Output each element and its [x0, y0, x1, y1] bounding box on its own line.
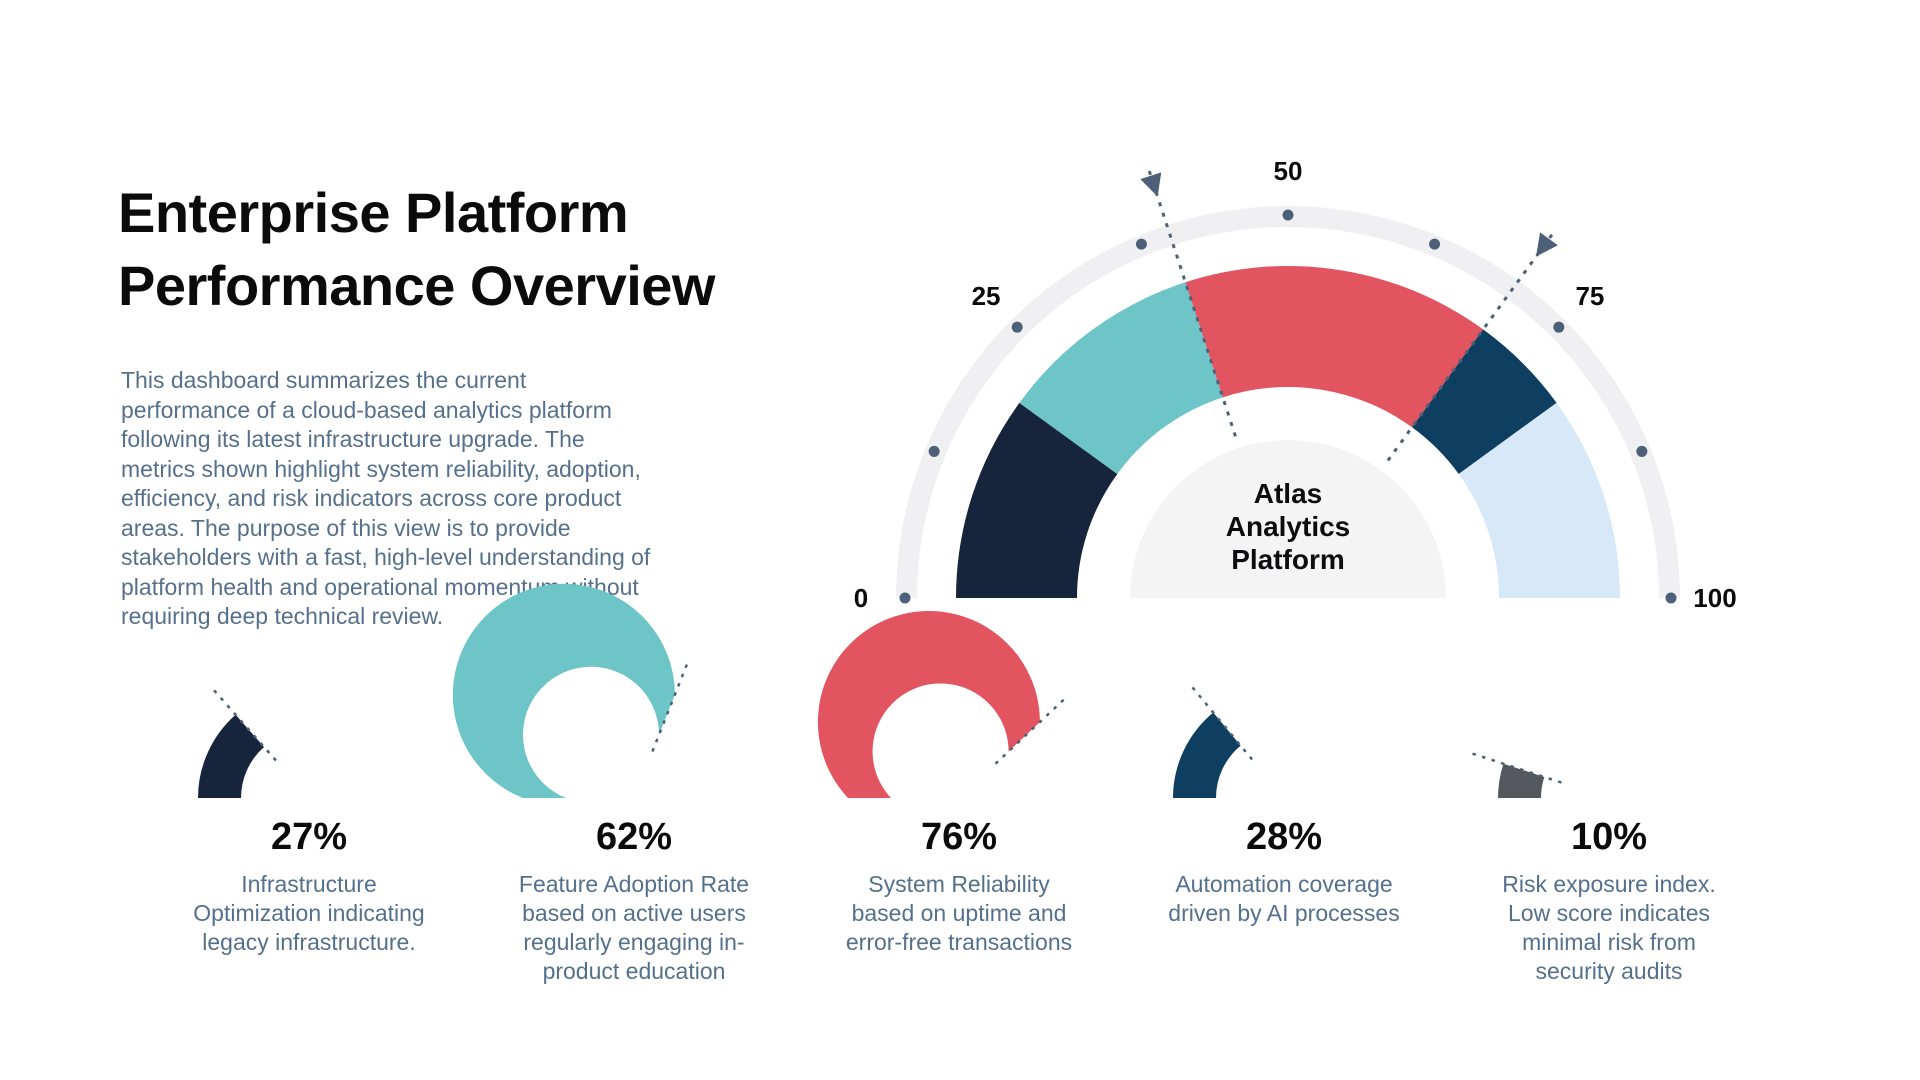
gauge-marker-line	[1146, 167, 1237, 437]
gauge-center-bubble	[1130, 440, 1446, 598]
metric-value: 76%	[920, 816, 998, 858]
mini-gauge-arc	[198, 714, 265, 798]
gauge-segment	[1412, 329, 1557, 474]
mini-gauge-arc	[1498, 763, 1545, 798]
gauge-segment	[1458, 402, 1620, 598]
mini-gauge-arc	[817, 611, 1040, 798]
mini-gauge-arc	[452, 583, 675, 798]
main-gauge-chart	[896, 167, 1680, 604]
metric-value: 28%	[1245, 816, 1323, 858]
gauge-segment	[956, 402, 1118, 598]
gauge-tick-label: 75	[1575, 281, 1605, 312]
gauge-tick-dot	[899, 592, 911, 604]
metric-value: 27%	[270, 816, 348, 858]
gauge-segment	[1019, 282, 1223, 474]
gauge-tick-dot	[1135, 238, 1147, 250]
gauge-tick-dot	[1636, 445, 1648, 457]
gauge-tick-dot	[928, 445, 940, 457]
gauge-segment	[1185, 266, 1484, 428]
metric-value: 62%	[595, 816, 673, 858]
mini-gauge-chart	[452, 583, 689, 798]
gauge-tick-label: 100	[1693, 583, 1737, 613]
gauge-tick-dot	[1282, 209, 1294, 221]
metric-description: Infrastructure Optimization indicating l…	[193, 871, 425, 955]
gauge-tick-dot	[1553, 321, 1565, 333]
gauge-tick-dot	[1665, 592, 1677, 604]
page-title: Enterprise Platform Performance Overview	[118, 181, 715, 317]
gauge-tick-dot	[1429, 238, 1441, 250]
gauge-tick-label: 50	[1273, 156, 1303, 186]
gauge-tick-label: 0	[853, 583, 869, 613]
gauge-marker-arrow-icon	[1536, 232, 1558, 257]
gauge-center-label: Atlas Analytics Platform	[1225, 478, 1351, 575]
mini-gauge-chart	[1173, 685, 1254, 798]
mini-gauge-chart	[817, 611, 1066, 798]
metric-description: Risk exposure index. Low score indicates…	[1502, 871, 1716, 984]
gauge-marker-arrow-icon	[1140, 172, 1162, 197]
gauge-tick-dot	[1011, 321, 1023, 333]
page-description: This dashboard summarizes the current pe…	[121, 367, 651, 629]
mini-gauge-chart	[1470, 752, 1562, 798]
metric-description: Feature Adoption Rate based on active us…	[518, 871, 750, 984]
main-gauge: 0 25 50 75 100 Atlas Analytics Platform	[840, 150, 1740, 613]
gauge-tick-label: 25	[971, 281, 1001, 312]
metric-description: Automation coverage driven by AI process…	[1168, 871, 1400, 926]
mini-gauge-chart	[198, 688, 277, 798]
metric-description: System Reliability based on uptime and e…	[845, 871, 1073, 955]
metric-value: 10%	[1570, 816, 1648, 858]
mini-gauge-arc	[1173, 712, 1241, 798]
